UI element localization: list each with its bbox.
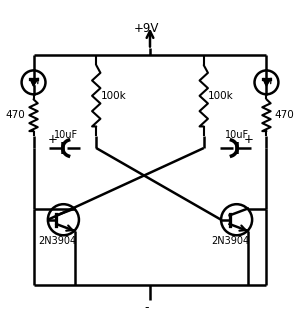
Text: 100k: 100k [101,91,126,101]
Text: 10uF: 10uF [54,130,79,140]
Text: 2N3904: 2N3904 [38,236,76,246]
Text: -: - [144,301,149,314]
Text: 2N3904: 2N3904 [212,236,250,246]
Text: 100k: 100k [208,91,234,101]
Text: 470: 470 [274,110,294,120]
Text: +: + [243,133,253,146]
Text: 470: 470 [5,110,25,120]
Text: +9V: +9V [134,21,159,34]
Text: +: + [47,133,57,146]
Polygon shape [31,79,37,86]
Text: 10uF: 10uF [224,130,249,140]
Polygon shape [263,79,269,86]
